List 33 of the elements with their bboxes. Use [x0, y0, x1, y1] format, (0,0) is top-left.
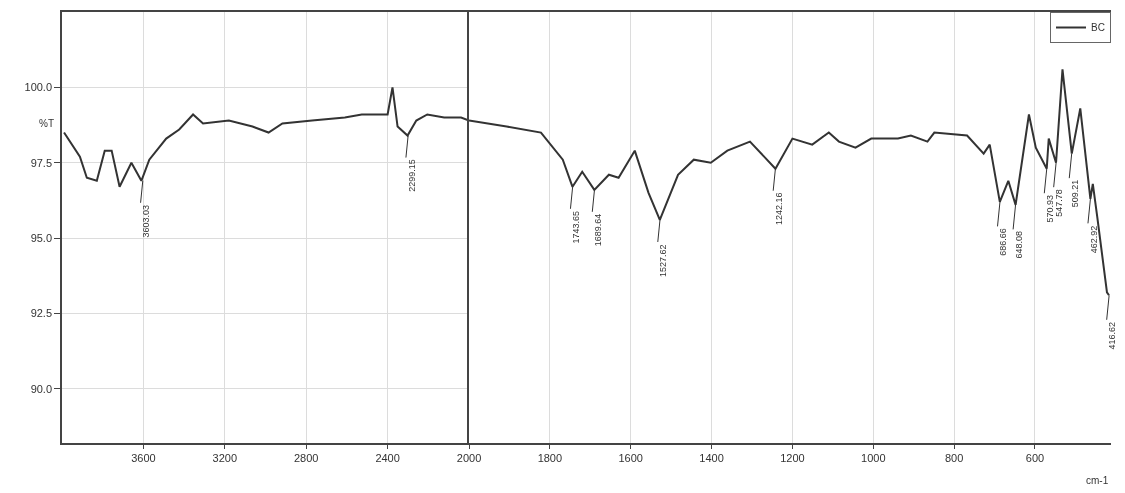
legend-label: BC [1091, 22, 1105, 34]
y-tick-label: 100.0 [24, 81, 53, 94]
annotation: 509.21 [1070, 179, 1081, 208]
y-axis-title: %T [39, 118, 54, 129]
annotation: 570.93 [1045, 194, 1056, 223]
y-tick-label: 97.5 [30, 156, 53, 169]
annotation: 1242.16 [773, 192, 784, 226]
x-tick-label: 800 [944, 451, 964, 464]
x-tick-label: 1400 [699, 451, 724, 464]
x-tick-label: 2000 [456, 451, 482, 464]
annotation: 1743.65 [570, 210, 581, 244]
x-tick-label: 1600 [618, 451, 643, 464]
y-tick-label: 90.0 [30, 382, 53, 395]
x-tick-label: 1800 [537, 451, 563, 464]
x-tick-label: 3200 [212, 451, 238, 464]
x-tick-label: 1200 [780, 451, 805, 464]
y-tick-label: 92.5 [30, 307, 53, 320]
y-tick-label: 95.0 [30, 231, 53, 244]
x-tick-label: 2400 [375, 451, 400, 464]
annotation: 3603.03 [141, 205, 152, 238]
annotation: 1689.64 [592, 213, 603, 247]
x-tick-label: 2800 [293, 451, 319, 464]
annotation: 686.66 [998, 228, 1009, 256]
x-tick-label: 3600 [131, 451, 156, 464]
x-tick-label: 1000 [861, 451, 886, 464]
annotation: 462.92 [1088, 225, 1099, 254]
x-axis-title: cm-1 [1086, 475, 1109, 486]
annotation: 416.62 [1106, 321, 1117, 350]
annotation: 547.78 [1054, 189, 1065, 217]
annotation: 2299.15 [406, 159, 417, 192]
annotation: 1527.62 [658, 244, 669, 277]
x-tick-label: 600 [1025, 451, 1045, 464]
annotation: 648.08 [1013, 230, 1024, 259]
